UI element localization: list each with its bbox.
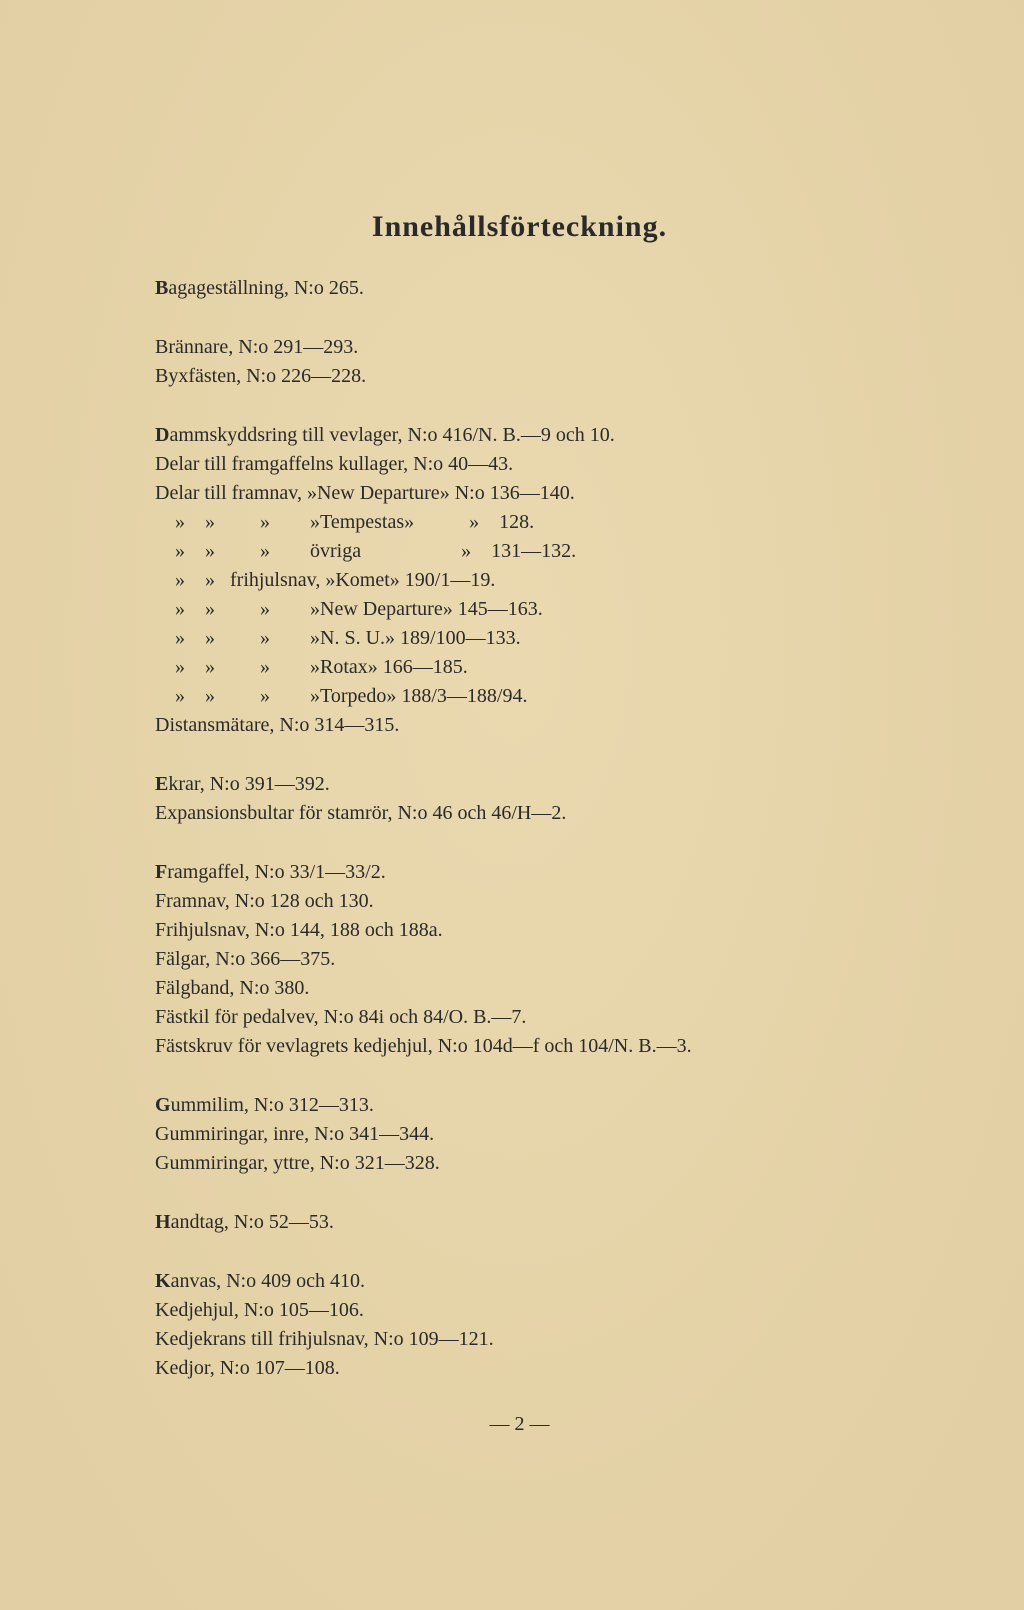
toc-entry: Handtag, N:o 52—53. [155,1208,884,1237]
bold-initial-letter: H [155,1211,171,1233]
toc-entry: Distansmätare, N:o 314—315. [155,711,884,740]
toc-entry: Delar till framnav, »New Departure» N:o … [155,479,884,508]
toc-entry: Kanvas, N:o 409 och 410. [155,1267,884,1296]
bold-initial-letter: G [155,1094,171,1116]
toc-entry: Kedjekrans till frihjulsnav, N:o 109—121… [155,1325,884,1354]
toc-section: Ekrar, N:o 391—392.Expansionsbultar för … [155,770,884,828]
toc-entry: » » » »Rotax» 166—185. [155,653,884,682]
toc-entry: Framgaffel, N:o 33/1—33/2. [155,858,884,887]
page-number: — 2 — [155,1413,884,1436]
toc-entry: Frihjulsnav, N:o 144, 188 och 188a. [155,916,884,945]
toc-entry: Gummilim, N:o 312—313. [155,1091,884,1120]
toc-section: Framgaffel, N:o 33/1—33/2.Framnav, N:o 1… [155,858,884,1061]
entry-rest: andtag, N:o 52—53. [171,1211,334,1233]
toc-entry: Gummiringar, yttre, N:o 321—328. [155,1149,884,1178]
toc-entry: Delar till framgaffelns kullager, N:o 40… [155,450,884,479]
entry-rest: krar, N:o 391—392. [168,773,329,795]
toc-entry: Fästkil för pedalvev, N:o 84i och 84/O. … [155,1003,884,1032]
entry-rest: ramgaffel, N:o 33/1—33/2. [167,861,385,883]
toc-entry: Expansionsbultar för stamrör, N:o 46 och… [155,799,884,828]
toc-entry: » » » »Tempestas» » 128. [155,508,884,537]
page-title: Innehållsförteckning. [155,210,884,244]
toc-section: Brännare, N:o 291—293.Byxfästen, N:o 226… [155,333,884,391]
toc-entry: » » » »New Departure» 145—163. [155,595,884,624]
toc-entry: Framnav, N:o 128 och 130. [155,887,884,916]
toc-section: Gummilim, N:o 312—313.Gummiringar, inre,… [155,1091,884,1178]
entry-rest: ammskyddsring till vevlager, N:o 416/N. … [169,424,614,446]
toc-entry: Bagageställning, N:o 265. [155,274,884,303]
toc-entry: Byxfästen, N:o 226—228. [155,362,884,391]
toc-entry: Gummiringar, inre, N:o 341—344. [155,1120,884,1149]
toc-section: Bagageställning, N:o 265. [155,274,884,303]
entry-rest: agageställning, N:o 265. [168,277,364,299]
entry-rest: ummilim, N:o 312—313. [171,1094,374,1116]
toc-entry: » » » »N. S. U.» 189/100—133. [155,624,884,653]
toc-entry: Brännare, N:o 291—293. [155,333,884,362]
table-of-contents: Bagageställning, N:o 265. Brännare, N:o 2… [155,274,884,1383]
bold-initial-letter: D [155,424,169,446]
bold-initial-letter: F [155,861,167,883]
toc-entry: Kedjehjul, N:o 105—106. [155,1296,884,1325]
toc-section: Kanvas, N:o 409 och 410.Kedjehjul, N:o 1… [155,1267,884,1383]
toc-entry: » » » övriga » 131—132. [155,537,884,566]
toc-entry: Ekrar, N:o 391—392. [155,770,884,799]
bold-initial-letter: E [155,773,168,795]
document-page: Innehållsförteckning. Bagageställning, N… [0,0,1024,1610]
toc-entry: » » » »Torpedo» 188/3—188/94. [155,682,884,711]
toc-entry: Fälgband, N:o 380. [155,974,884,1003]
toc-entry: Dammskyddsring till vevlager, N:o 416/N.… [155,421,884,450]
toc-entry: Fästskruv för vevlagrets kedjehjul, N:o … [155,1032,884,1061]
bold-initial-letter: K [155,1270,171,1292]
entry-rest: anvas, N:o 409 och 410. [171,1270,365,1292]
bold-initial-letter: B [155,277,168,299]
toc-section: Dammskyddsring till vevlager, N:o 416/N.… [155,421,884,740]
toc-entry: » » frihjulsnav, »Komet» 190/1—19. [155,566,884,595]
toc-entry: Fälgar, N:o 366—375. [155,945,884,974]
toc-entry: Kedjor, N:o 107—108. [155,1354,884,1383]
toc-section: Handtag, N:o 52—53. [155,1208,884,1237]
